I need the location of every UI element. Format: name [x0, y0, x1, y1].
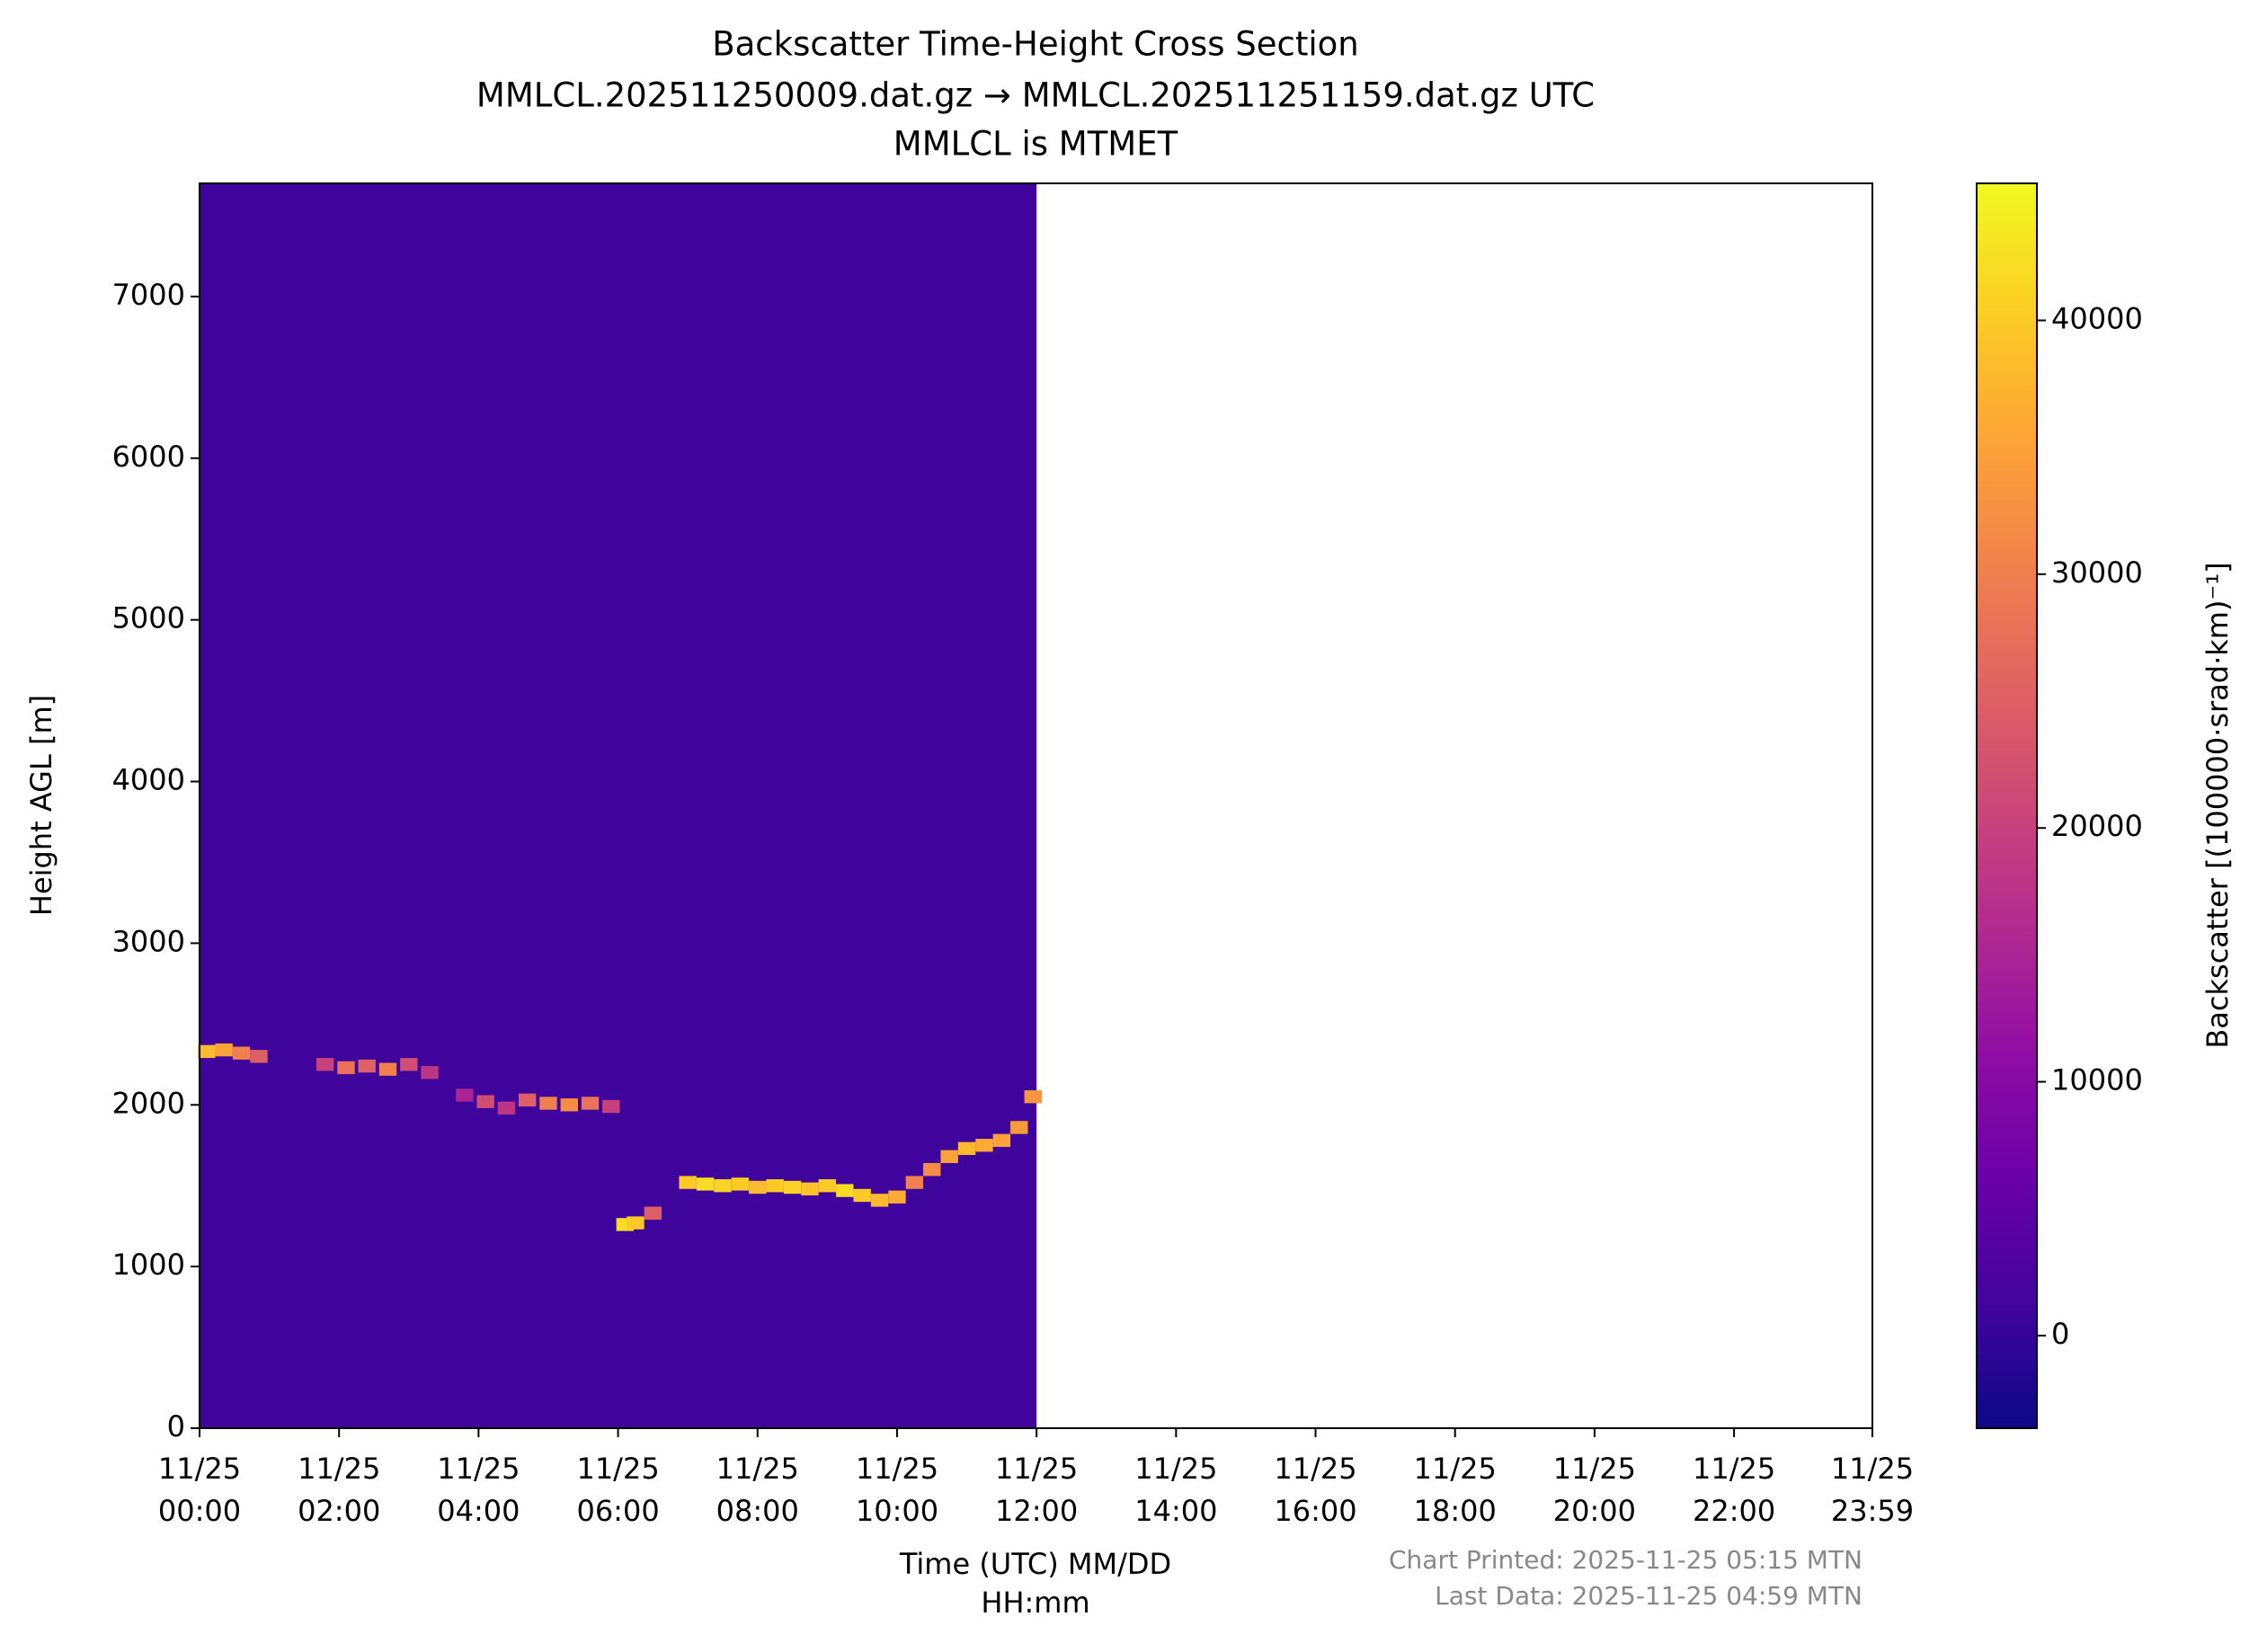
- colorbar-tick-label: 0: [2051, 1317, 2069, 1351]
- cell: [905, 1176, 924, 1189]
- colorbar-tick-label: 40000: [2051, 301, 2143, 335]
- y-tick-label: 1000: [112, 1248, 185, 1282]
- cell: [714, 1179, 732, 1193]
- cell: [888, 1190, 906, 1203]
- cell: [1010, 1121, 1028, 1134]
- x-tick-label: 16:00: [1274, 1494, 1356, 1528]
- cell: [731, 1177, 750, 1191]
- x-tick-label: 10:00: [856, 1494, 938, 1528]
- x-tick-label: 11/25: [158, 1452, 241, 1486]
- cell: [1024, 1090, 1042, 1104]
- y-tick-label: 3000: [112, 924, 185, 958]
- cell: [250, 1050, 268, 1063]
- cell: [232, 1046, 251, 1060]
- x-tick-label: 11/25: [995, 1452, 1078, 1486]
- cell: [870, 1194, 889, 1207]
- x-tick-label: 12:00: [995, 1494, 1078, 1528]
- chart-subtitle: MMLCL.202511250009.dat.gz → MMLCL.202511…: [476, 76, 1595, 115]
- plot-area: [198, 183, 1042, 1428]
- x-tick-label: 11/25: [1693, 1452, 1775, 1486]
- x-tick-label: 11/25: [1414, 1452, 1497, 1486]
- y-tick-label: 4000: [112, 763, 185, 797]
- cell: [923, 1163, 941, 1177]
- x-tick-label: 11/25: [576, 1452, 659, 1486]
- x-tick-label: 23:59: [1831, 1494, 1914, 1528]
- x-tick-label: 08:00: [716, 1494, 799, 1528]
- y-tick-label: 0: [167, 1409, 185, 1443]
- cell: [992, 1133, 1011, 1148]
- x-tick-label: 11/25: [716, 1452, 799, 1486]
- cell: [679, 1176, 697, 1189]
- x-tick-label: 22:00: [1693, 1494, 1775, 1528]
- colorbar-tick-label: 20000: [2051, 809, 2143, 843]
- x-tick-label: 11/25: [437, 1452, 520, 1486]
- cell: [766, 1179, 784, 1193]
- chart-subtitle: MMLCL is MTMET: [893, 125, 1178, 164]
- y-axis-label: Height AGL [m]: [24, 695, 58, 916]
- cell: [853, 1188, 871, 1203]
- colorbar-label: Backscatter [(100000·srad·km)⁻¹]: [2200, 562, 2235, 1048]
- note: Chart Printed: 2025-11-25 05:15 MTN: [1389, 1545, 1862, 1575]
- cell: [627, 1216, 645, 1230]
- cell: [497, 1101, 516, 1115]
- x-tick-label: 04:00: [437, 1494, 520, 1528]
- colorbar-tick-label: 30000: [2051, 555, 2143, 590]
- cell: [400, 1058, 418, 1071]
- cell: [421, 1066, 439, 1079]
- cell: [456, 1088, 474, 1102]
- x-tick-label: 06:00: [576, 1494, 659, 1528]
- colorbar: [1977, 183, 2037, 1428]
- note: Last Data: 2025-11-25 04:59 MTN: [1435, 1581, 1862, 1611]
- cell: [316, 1058, 334, 1071]
- cell: [519, 1093, 537, 1107]
- cell: [337, 1061, 355, 1075]
- x-tick-label: 14:00: [1134, 1494, 1217, 1528]
- colorbar-tick-label: 10000: [2051, 1063, 2143, 1097]
- cell: [198, 1044, 216, 1059]
- y-tick-label: 5000: [112, 601, 185, 635]
- cell: [836, 1184, 854, 1197]
- cell: [581, 1097, 600, 1110]
- data-background: [200, 183, 1037, 1428]
- cell: [696, 1177, 715, 1191]
- x-tick-label: 11/25: [1134, 1452, 1217, 1486]
- cell: [975, 1139, 993, 1152]
- x-axis-label: Time (UTC) MM/DD: [899, 1547, 1171, 1581]
- x-tick-label: 11/25: [298, 1452, 380, 1486]
- y-tick-label: 7000: [112, 278, 185, 312]
- cell: [783, 1180, 802, 1195]
- cell: [560, 1098, 578, 1112]
- cell: [749, 1180, 767, 1195]
- cell: [801, 1182, 819, 1195]
- cell: [940, 1150, 958, 1164]
- cell: [818, 1179, 837, 1193]
- chart-title: Backscatter Time-Height Cross Section: [712, 25, 1359, 64]
- x-axis-label: HH:mm: [981, 1585, 1089, 1620]
- cell: [476, 1095, 494, 1108]
- x-tick-label: 00:00: [158, 1494, 241, 1528]
- y-tick-label: 2000: [112, 1086, 185, 1120]
- colorbar-frame: [1976, 182, 2038, 1429]
- x-tick-label: 11/25: [1831, 1452, 1914, 1486]
- x-tick-label: 11/25: [1274, 1452, 1356, 1486]
- x-tick-label: 02:00: [298, 1494, 380, 1528]
- x-tick-label: 11/25: [856, 1452, 938, 1486]
- cell: [378, 1062, 397, 1076]
- cell: [539, 1097, 557, 1110]
- x-tick-label: 20:00: [1553, 1494, 1636, 1528]
- x-tick-label: 18:00: [1414, 1494, 1497, 1528]
- cell: [358, 1059, 376, 1073]
- cell: [215, 1043, 233, 1057]
- cell: [602, 1099, 620, 1114]
- cell: [957, 1141, 976, 1156]
- y-tick-label: 6000: [112, 440, 185, 474]
- x-tick-label: 11/25: [1553, 1452, 1636, 1486]
- cell: [644, 1206, 662, 1220]
